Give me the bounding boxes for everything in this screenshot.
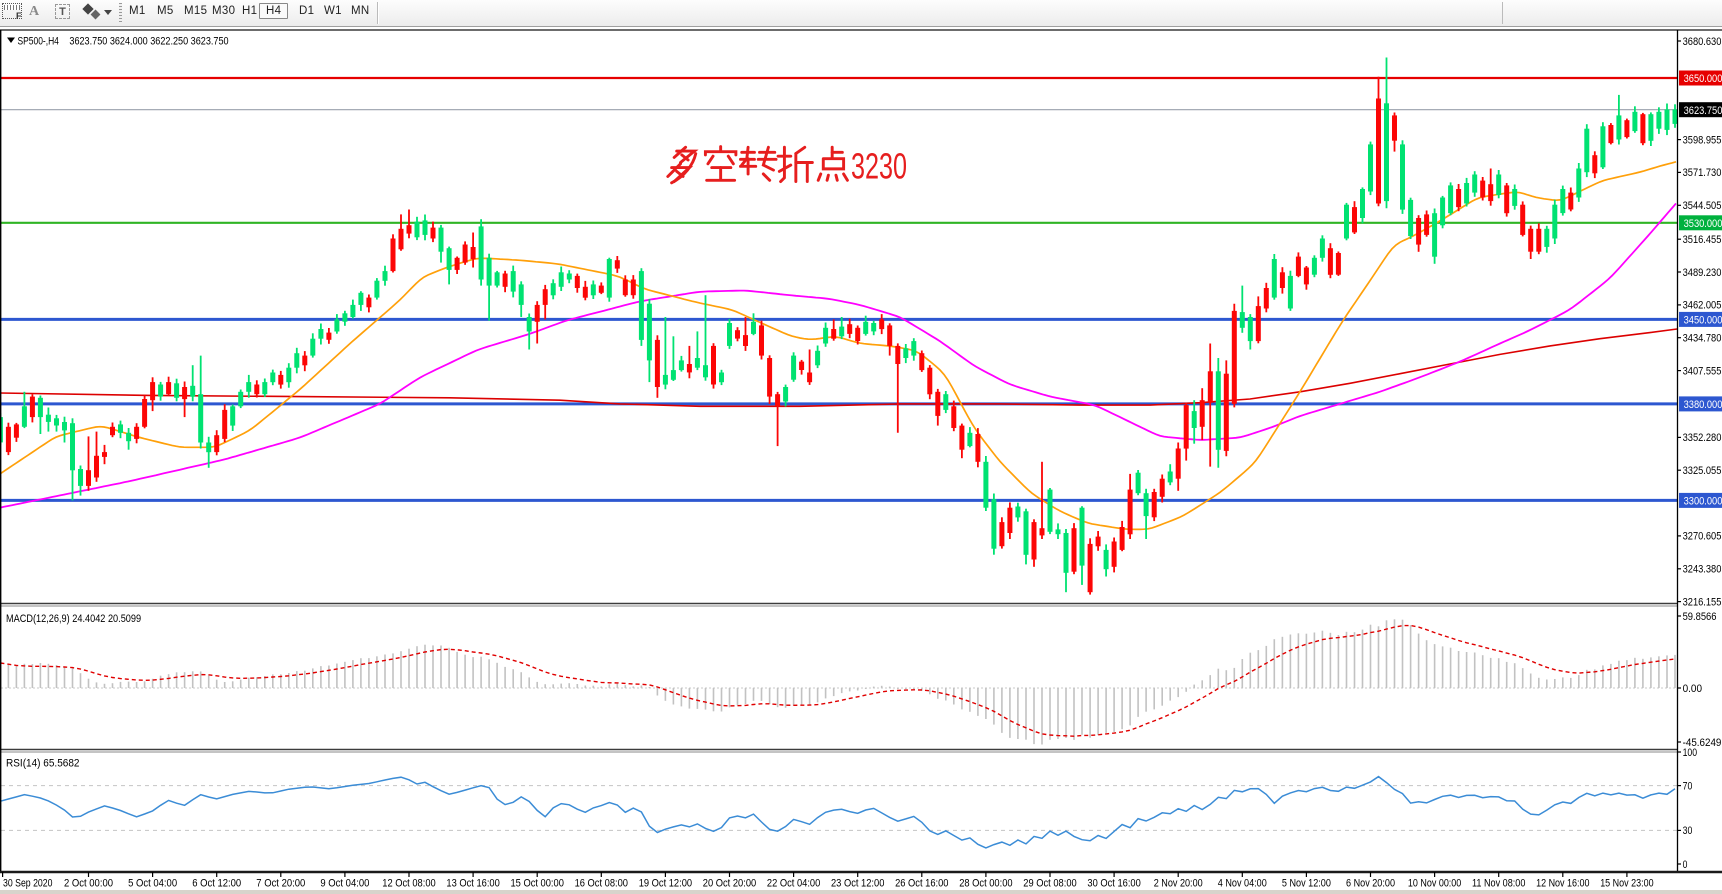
svg-text:3462.005: 3462.005 [1683,300,1722,312]
svg-text:16 Oct 08:00: 16 Oct 08:00 [575,878,628,890]
svg-text:3530.000: 3530.000 [1684,218,1722,230]
svg-text:30 Oct 16:00: 30 Oct 16:00 [1087,878,1140,890]
svg-text:3450.000: 3450.000 [1684,315,1722,327]
svg-text:MACD(12,26,9) 24.4042 20.5099: MACD(12,26,9) 24.4042 20.5099 [6,613,141,625]
svg-text:3623.750: 3623.750 [1684,105,1722,117]
svg-text:3325.055: 3325.055 [1683,465,1722,477]
svg-text:10 Nov 00:00: 10 Nov 00:00 [1408,878,1461,890]
svg-text:3623.750 3624.000 3622.250 362: 3623.750 3624.000 3622.250 3623.750 [69,36,228,48]
svg-text:6 Oct 12:00: 6 Oct 12:00 [192,878,241,890]
svg-text:15 Nov 23:00: 15 Nov 23:00 [1600,878,1653,890]
svg-text:3516.455: 3516.455 [1683,234,1722,246]
svg-text:11 Nov 08:00: 11 Nov 08:00 [1472,878,1525,890]
svg-text:59.8566: 59.8566 [1683,611,1717,623]
svg-text:3680.630: 3680.630 [1683,36,1722,48]
svg-text:9 Oct 04:00: 9 Oct 04:00 [320,878,369,890]
svg-text:3598.955: 3598.955 [1683,134,1722,146]
svg-text:3380.000: 3380.000 [1684,399,1722,411]
svg-text:22 Oct 04:00: 22 Oct 04:00 [767,878,820,890]
svg-text:7 Oct 20:00: 7 Oct 20:00 [256,878,305,890]
svg-text:3434.780: 3434.780 [1683,333,1722,345]
svg-text:-45.6249: -45.6249 [1683,737,1722,749]
svg-text:30 Sep 2020: 30 Sep 2020 [3,878,53,890]
svg-text:4 Nov 04:00: 4 Nov 04:00 [1218,878,1267,890]
svg-text:3230: 3230 [851,146,907,187]
svg-text:3544.505: 3544.505 [1683,200,1722,212]
svg-text:100: 100 [1683,747,1698,759]
svg-text:15 Oct 00:00: 15 Oct 00:00 [511,878,564,890]
svg-text:3571.730: 3571.730 [1683,167,1722,179]
svg-text:12 Nov 16:00: 12 Nov 16:00 [1536,878,1589,890]
svg-text:3243.380: 3243.380 [1683,564,1722,576]
svg-text:3489.230: 3489.230 [1683,267,1722,279]
svg-text:3270.605: 3270.605 [1683,531,1722,543]
svg-text:3216.155: 3216.155 [1683,596,1722,608]
svg-text:RSI(14) 65.5682: RSI(14) 65.5682 [6,758,80,770]
svg-text:30: 30 [1683,825,1693,837]
svg-text:0.00: 0.00 [1683,683,1702,695]
svg-text:3300.000: 3300.000 [1684,496,1722,508]
svg-text:70: 70 [1683,780,1693,792]
svg-text:SP500-,H4: SP500-,H4 [18,36,59,48]
svg-text:6 Nov 20:00: 6 Nov 20:00 [1346,878,1395,890]
svg-text:29 Oct 08:00: 29 Oct 08:00 [1023,878,1076,890]
svg-text:5 Oct 04:00: 5 Oct 04:00 [128,878,177,890]
svg-text:3352.280: 3352.280 [1683,432,1722,444]
svg-text:12 Oct 08:00: 12 Oct 08:00 [382,878,435,890]
svg-text:3407.555: 3407.555 [1683,365,1722,377]
svg-text:28 Oct 00:00: 28 Oct 00:00 [959,878,1012,890]
svg-text:13 Oct 16:00: 13 Oct 16:00 [446,878,499,890]
svg-text:20 Oct 20:00: 20 Oct 20:00 [703,878,756,890]
svg-text:2 Nov 20:00: 2 Nov 20:00 [1154,878,1203,890]
svg-text:0: 0 [1683,859,1688,871]
svg-text:26 Oct 16:00: 26 Oct 16:00 [895,878,948,890]
svg-text:19 Oct 12:00: 19 Oct 12:00 [639,878,692,890]
svg-text:5 Nov 12:00: 5 Nov 12:00 [1282,878,1331,890]
svg-text:2 Oct 00:00: 2 Oct 00:00 [64,878,113,890]
svg-text:3650.000: 3650.000 [1684,73,1722,85]
svg-text:23 Oct 12:00: 23 Oct 12:00 [831,878,884,890]
